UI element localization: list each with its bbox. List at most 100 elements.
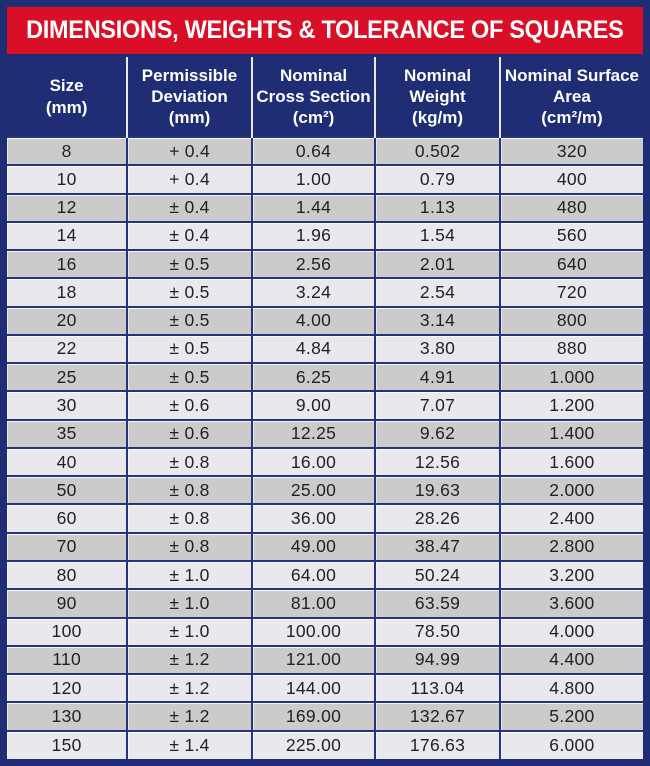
column-header-1: Permissible Deviation (mm): [126, 57, 252, 137]
table-cell: ± 1.0: [126, 588, 252, 618]
table-row: 40 ± 0.8 16.00 12.56 1.600: [7, 446, 643, 477]
column-header-3: Nominal Weight (kg/m): [374, 57, 500, 137]
table-cell: ± 0.5: [126, 305, 252, 335]
column-header-2: Nominal Cross Section (cm²): [250, 57, 376, 137]
table-cell: 90: [7, 588, 128, 618]
table-cell: 50: [7, 475, 128, 505]
table-cell: 2.000: [498, 475, 643, 505]
page-title: DIMENSIONS, WEIGHTS & TOLERANCE OF SQUAR…: [26, 16, 624, 44]
table-cell: 640: [498, 249, 643, 279]
table-cell: ± 1.0: [126, 559, 252, 590]
column-header-4: Nominal Surface Area (cm²/m): [498, 57, 643, 137]
table-cell: 14: [7, 220, 128, 251]
table-cell: 5.200: [498, 701, 643, 731]
table-cell: ± 0.4: [126, 192, 252, 222]
table-cell: 400: [498, 164, 643, 194]
column-header-0: Size (mm): [7, 57, 128, 137]
table-cell: 6.000: [498, 729, 643, 759]
table-row: 35 ± 0.6 12.25 9.62 1.400: [7, 418, 643, 448]
table-cell: + 0.4: [126, 135, 252, 166]
table-row: 90 ± 1.0 81.00 63.59 3.600: [7, 588, 643, 618]
table-row: 20 ± 0.5 4.00 3.14 800: [7, 305, 643, 335]
column-header-line: Cross Section: [256, 86, 371, 106]
column-header-line: Size: [49, 76, 84, 96]
table-row: 22 ± 0.5 4.84 3.80 880: [7, 333, 643, 364]
column-header-line: (mm): [168, 108, 211, 128]
table-cell: 28.26: [374, 503, 500, 533]
table-cell: 22: [7, 333, 128, 364]
column-header-line: Permissible: [141, 65, 238, 85]
table-cell: 60: [7, 503, 128, 533]
table-cell: 4.91: [374, 362, 500, 392]
table-cell: ± 0.5: [126, 362, 252, 392]
table-cell: ± 0.8: [126, 475, 252, 505]
table-cell: 78.50: [374, 616, 500, 646]
table-cell: 49.00: [250, 531, 376, 561]
table-cell: ± 0.5: [126, 277, 252, 307]
table-row: 110 ± 1.2 121.00 94.99 4.400: [7, 644, 643, 675]
table-cell: 12.25: [250, 418, 376, 448]
table-cell: ± 0.8: [126, 503, 252, 533]
table-cell: 225.00: [250, 729, 376, 759]
table-cell: 130: [7, 701, 128, 731]
table-cell: 94.99: [374, 644, 500, 675]
squares-table: Size (mm) Permissible Deviation (mm) Nominal C…: [7, 57, 643, 759]
table-cell: 80: [7, 559, 128, 590]
column-header-line: Nominal: [280, 65, 348, 85]
table-cell: 560: [498, 220, 643, 251]
table-cell: 25: [7, 362, 128, 392]
table-cell: 1.200: [498, 390, 643, 420]
table-cell: ± 1.2: [126, 644, 252, 675]
table-cell: 7.07: [374, 390, 500, 420]
table-cell: 1.00: [250, 164, 376, 194]
table-cell: 1.44: [250, 192, 376, 222]
table-cell: 144.00: [250, 673, 376, 703]
table-cell: 35: [7, 418, 128, 448]
table-cell: 81.00: [250, 588, 376, 618]
table-cell: 4.400: [498, 644, 643, 675]
table-cell: 70: [7, 531, 128, 561]
table-row: 60 ± 0.8 36.00 28.26 2.400: [7, 503, 643, 533]
table-cell: 3.24: [250, 277, 376, 307]
table-cell: 25.00: [250, 475, 376, 505]
table-cell: ± 0.6: [126, 418, 252, 448]
table-cell: 3.14: [374, 305, 500, 335]
table-row: 150 ± 1.4 225.00 176.63 6.000: [7, 729, 643, 759]
table-cell: 2.01: [374, 249, 500, 279]
table-cell: 1.54: [374, 220, 500, 251]
header-row: Size (mm) Permissible Deviation (mm) Nominal C…: [7, 57, 643, 137]
table-cell: 38.47: [374, 531, 500, 561]
column-header-line: (cm²): [292, 108, 335, 128]
table-cell: 0.79: [374, 164, 500, 194]
table-cell: 1.96: [250, 220, 376, 251]
column-header-line: Nominal Surface: [504, 65, 639, 85]
table-cell: 2.56: [250, 249, 376, 279]
table-cell: 2.800: [498, 531, 643, 561]
column-header-line: Area: [553, 86, 591, 106]
table-cell: 12.56: [374, 446, 500, 477]
table-cell: 176.63: [374, 729, 500, 759]
table-cell: 1.000: [498, 362, 643, 392]
table-cell: 16: [7, 249, 128, 279]
table-cell: 1.600: [498, 446, 643, 477]
table-cell: 4.84: [250, 333, 376, 364]
table-cell: 16.00: [250, 446, 376, 477]
table-cell: 40: [7, 446, 128, 477]
table-cell: 8: [7, 135, 128, 166]
table-cell: 132.67: [374, 701, 500, 731]
table-row: 100 ± 1.0 100.00 78.50 4.000: [7, 616, 643, 646]
table-row: 70 ± 0.8 49.00 38.47 2.800: [7, 531, 643, 561]
table-cell: 480: [498, 192, 643, 222]
table-row: 120 ± 1.2 144.00 113.04 4.800: [7, 673, 643, 703]
table-cell: ± 1.0: [126, 616, 252, 646]
table-cell: 10: [7, 164, 128, 194]
table-cell: ± 1.2: [126, 673, 252, 703]
table-cell: 121.00: [250, 644, 376, 675]
table-row: 12 ± 0.4 1.44 1.13 480: [7, 192, 643, 222]
table-cell: 4.000: [498, 616, 643, 646]
table-cell: 169.00: [250, 701, 376, 731]
column-header-line: Deviation: [151, 86, 228, 106]
table-cell: ± 1.4: [126, 729, 252, 759]
table-cell: 63.59: [374, 588, 500, 618]
